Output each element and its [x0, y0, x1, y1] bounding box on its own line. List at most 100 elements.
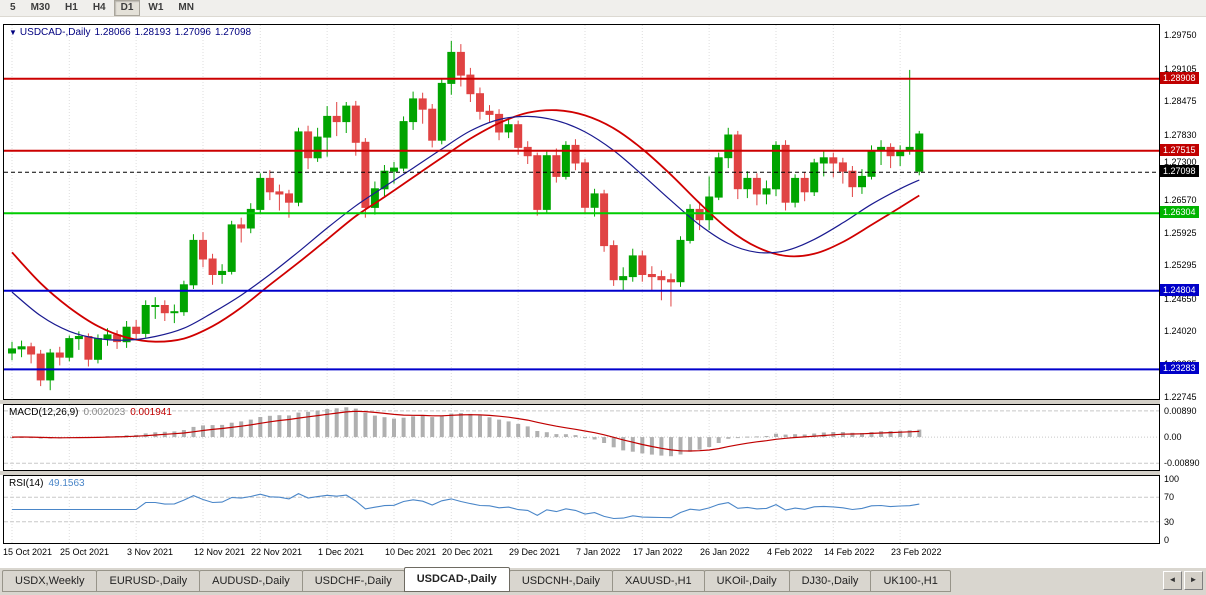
macd-histogram-bar — [277, 415, 282, 437]
candle — [84, 333, 93, 367]
rsi-panel[interactable]: RSI(14) 49.1563 — [3, 475, 1160, 544]
candle — [619, 267, 628, 290]
macd-panel[interactable]: MACD(12,26,9) 0.002023 0.001941 — [3, 404, 1160, 471]
macd-histogram-bar — [630, 437, 635, 452]
timeframe-button-5[interactable]: 5 — [10, 2, 16, 13]
macd-histogram-bar — [707, 437, 712, 447]
candle — [179, 280, 188, 316]
rsi-value: 49.1563 — [48, 478, 85, 489]
timeframe-button-h4[interactable]: H4 — [92, 2, 106, 13]
tab-audusd-daily[interactable]: AUDUSD-,Daily — [199, 570, 303, 592]
tab-usdchf-daily[interactable]: USDCHF-,Daily — [301, 570, 405, 592]
timeframe-button-w1[interactable]: W1 — [148, 2, 164, 13]
macd-histogram-bar — [401, 417, 406, 437]
candle — [380, 165, 389, 196]
price-tick-label: 1.25925 — [1164, 228, 1197, 238]
tab-ukoil-daily[interactable]: UKOil-,Daily — [703, 570, 790, 592]
candle — [476, 87, 484, 120]
candle — [456, 44, 465, 87]
macd-histogram-bar — [917, 429, 922, 438]
tab-usdcad-daily[interactable]: USDCAD-,Daily — [403, 567, 510, 592]
date-label: 7 Jan 2022 — [576, 547, 621, 557]
macd-value: 0.002023 — [83, 407, 126, 418]
price-tick-label: 1.25295 — [1164, 260, 1197, 270]
macd-histogram-bar — [583, 437, 587, 439]
date-label: 17 Jan 2022 — [633, 547, 683, 557]
date-label: 29 Dec 2021 — [509, 547, 561, 557]
candle — [905, 69, 914, 155]
timeframe-button-h1[interactable]: H1 — [65, 2, 78, 13]
candle — [189, 234, 198, 289]
tab-eurusd-daily[interactable]: EURUSD-,Daily — [96, 570, 201, 592]
price-badge: 1.28908 — [1160, 72, 1199, 84]
macd-signal-value: 0.001941 — [130, 407, 172, 418]
candle — [523, 141, 532, 164]
macd-histogram-bar — [879, 431, 884, 437]
date-label: 23 Feb 2022 — [891, 547, 942, 557]
candle — [800, 172, 809, 202]
date-label: 1 Dec 2021 — [318, 547, 365, 557]
candle — [265, 170, 274, 201]
price-badge: 1.27515 — [1160, 144, 1199, 156]
candle — [246, 203, 255, 234]
candle — [8, 341, 16, 361]
candle — [122, 321, 131, 348]
tab-xauusd-h1[interactable]: XAUUSD-,H1 — [612, 570, 705, 592]
timeframe-button-d1[interactable]: D1 — [113, 0, 141, 16]
macd-histogram-bar — [678, 437, 683, 455]
macd-histogram-bar — [229, 422, 234, 437]
macd-histogram-bar — [716, 437, 721, 443]
macd-histogram-bar — [430, 417, 435, 437]
chart-window: ▼ USDCAD-,Daily 1.28066 1.28193 1.27096 1.270… — [0, 17, 1206, 567]
chart-collapse-icon[interactable]: ▼ — [9, 28, 17, 37]
date-label: 10 Dec 2021 — [385, 547, 437, 557]
macd-histogram-bar — [754, 436, 759, 438]
candle — [170, 304, 179, 324]
price-axis[interactable]: 1.29750 1.29105 1.28475 1.27830 1.27300 1.265… — [1160, 24, 1206, 545]
macd-histogram-bar — [735, 437, 740, 439]
macd-tick-label: -0.00890 — [1164, 458, 1200, 468]
tab-uk100-h1[interactable]: UK100-,H1 — [870, 570, 951, 592]
tab-dj30-daily[interactable]: DJ30-,Daily — [788, 570, 872, 592]
candle — [542, 151, 551, 213]
price-tick-label: 1.29105 — [1164, 64, 1197, 74]
panel-splitter[interactable] — [0, 400, 1206, 404]
date-axis[interactable]: 15 Oct 2021 25 Oct 2021 3 Nov 2021 12 Nov 2… — [3, 544, 1160, 564]
macd-histogram-bar — [201, 425, 205, 437]
tab-scroll-buttons: ◄ ► — [1163, 571, 1203, 590]
macd-histogram-bar — [907, 430, 912, 437]
ma-line-slow-red — [11, 109, 920, 343]
macd-histogram-bar — [649, 437, 654, 455]
macd-histogram-bar — [372, 415, 377, 437]
rsi-chart-canvas — [4, 476, 1159, 543]
candle — [848, 166, 857, 197]
candle — [600, 189, 609, 252]
macd-histogram-bar — [573, 435, 578, 437]
candle — [342, 102, 351, 133]
timeframe-button-m30[interactable]: M30 — [30, 2, 51, 13]
chart-tab-bar: USDX,Weekly EURUSD-,Daily AUDUSD-,Daily USD… — [0, 567, 1206, 595]
macd-histogram-bar — [10, 437, 14, 439]
tab-usdcnh-daily[interactable]: USDCNH-,Daily — [508, 570, 614, 592]
macd-histogram-bar — [802, 434, 807, 438]
main-chart-plot[interactable]: ▼ USDCAD-,Daily 1.28066 1.28193 1.27096 1.270… — [3, 24, 1160, 400]
timeframe-button-mn[interactable]: MN — [178, 2, 194, 13]
candle — [418, 92, 427, 124]
rsi-label: RSI(14) — [9, 478, 44, 489]
price-tick-label: 1.27830 — [1164, 130, 1197, 140]
candle — [428, 104, 437, 148]
macd-histogram-bar — [420, 415, 425, 437]
tab-usdx-weekly[interactable]: USDX,Weekly — [2, 570, 98, 592]
macd-histogram-bar — [640, 437, 645, 454]
tab-scroll-left-button[interactable]: ◄ — [1163, 571, 1182, 590]
candle — [781, 140, 790, 211]
candle — [227, 220, 236, 275]
date-label: 15 Oct 2021 — [3, 547, 53, 557]
candle — [409, 91, 418, 130]
tab-scroll-right-button[interactable]: ► — [1184, 571, 1203, 590]
macd-histogram-bar — [439, 415, 444, 438]
macd-histogram-bar — [306, 411, 311, 437]
macd-histogram-bar — [267, 415, 272, 437]
panel-splitter[interactable] — [0, 471, 1206, 475]
macd-signal-line — [11, 410, 920, 452]
